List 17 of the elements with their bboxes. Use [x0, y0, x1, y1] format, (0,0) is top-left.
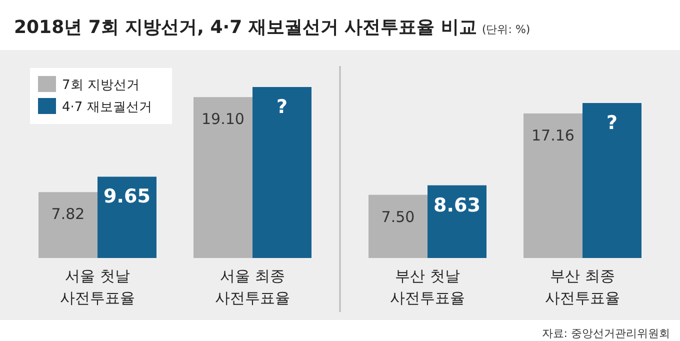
- data-label: 7.82: [51, 205, 85, 224]
- data-label: ?: [606, 112, 618, 134]
- x-tick-label: 부산 최종 사전투표율: [545, 267, 620, 307]
- chart-subtitle: (단위: %): [482, 23, 530, 36]
- data-label: 19.10: [202, 110, 244, 128]
- x-tick-label: 부산 첫날 사전투표율: [390, 267, 465, 307]
- data-label: 7.50: [381, 208, 415, 226]
- data-label: 9.65: [104, 186, 150, 208]
- data-label: ?: [276, 96, 288, 118]
- text: 자료: 중앙선거관리위원회: [542, 327, 670, 340]
- data-label: 17.16: [532, 126, 574, 144]
- x-tick-label: 서울 최종 사전투표율: [215, 267, 290, 307]
- legend-label: 4·7 재보궐선거: [62, 100, 152, 115]
- x-tick-label: 서울 첫날 사전투표율: [60, 267, 135, 307]
- legend-label: 7회 지방선거: [62, 78, 140, 93]
- data-label: 8.63: [434, 194, 480, 216]
- chart-title: 2018년 7회 지방선거, 4·7 재보궐선거 사전투표율 비교: [14, 17, 477, 38]
